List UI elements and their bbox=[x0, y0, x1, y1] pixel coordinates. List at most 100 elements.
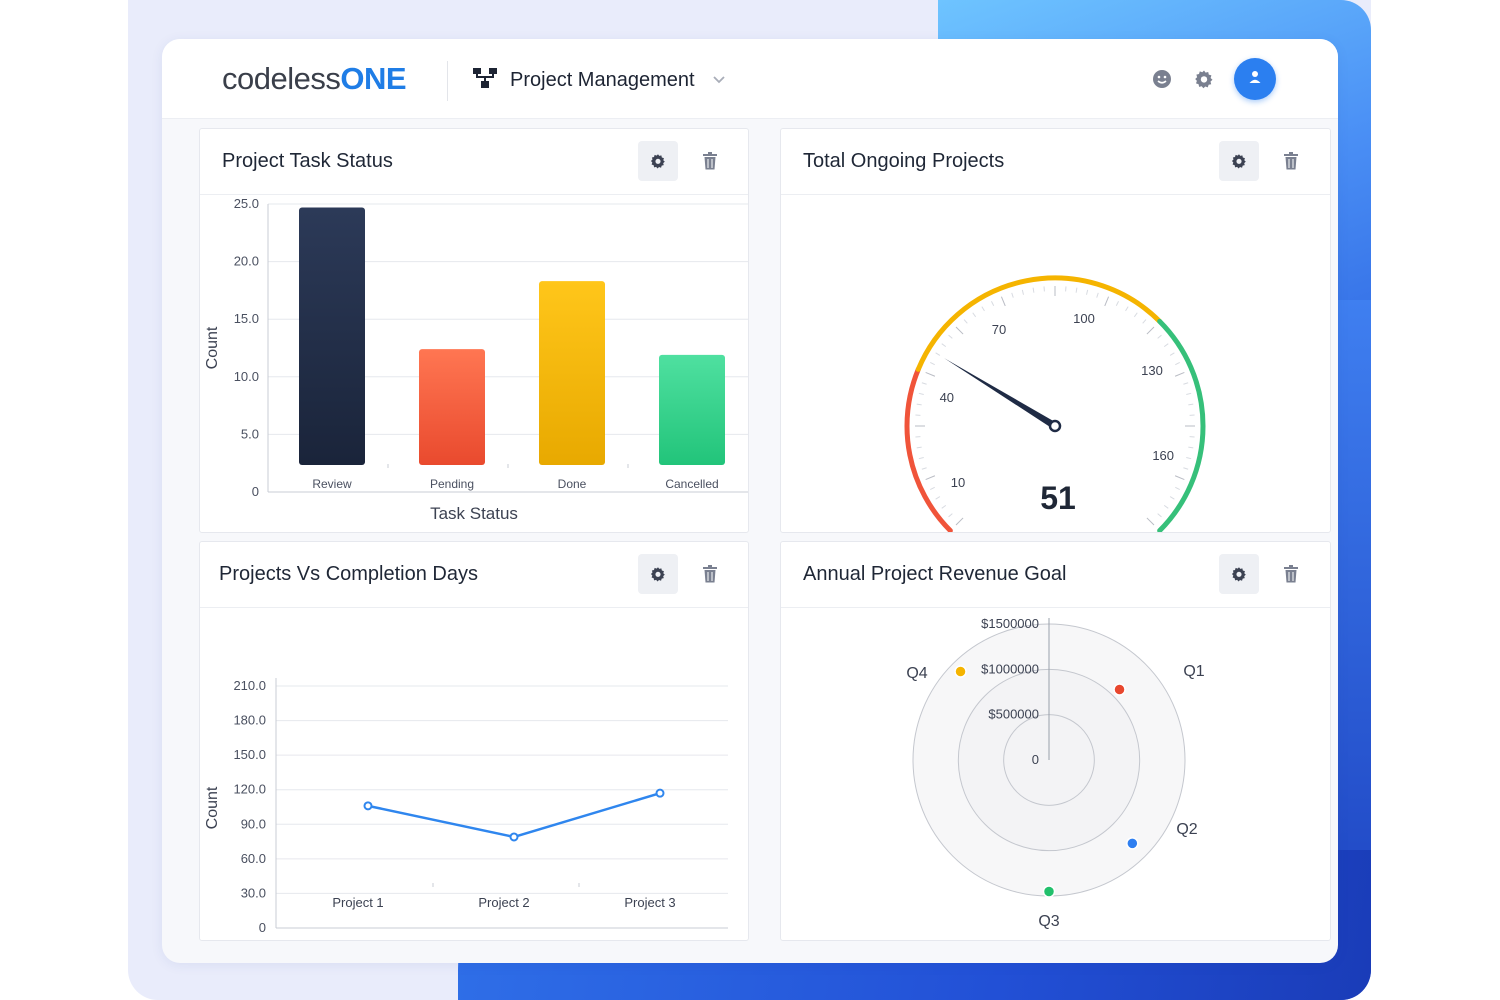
app-switcher[interactable]: Project Management bbox=[472, 65, 725, 95]
panel-delete-button[interactable] bbox=[1271, 554, 1311, 594]
x-tick-label: Review bbox=[312, 477, 352, 491]
gauge-tick bbox=[1174, 371, 1185, 377]
gauge-tick bbox=[1021, 289, 1024, 295]
trash-icon bbox=[703, 152, 717, 170]
panel-settings-button[interactable] bbox=[1219, 141, 1259, 181]
gauge-tick bbox=[1142, 319, 1147, 324]
logo[interactable]: codelessONE bbox=[222, 61, 407, 97]
angular-label: Q4 bbox=[906, 665, 927, 682]
top-bar: codelessONE Project Management bbox=[162, 39, 1338, 119]
gauge-band bbox=[915, 275, 1163, 372]
gear-icon bbox=[1231, 154, 1246, 169]
gauge-chart: 10 40 70 100 130 160 51 bbox=[904, 275, 1206, 532]
gauge-tick bbox=[1086, 289, 1089, 295]
gauge-tick-label: 40 bbox=[940, 390, 954, 405]
gauge-tick bbox=[1075, 287, 1078, 293]
panel-title: Project Task Status bbox=[222, 150, 393, 172]
trash-icon bbox=[703, 565, 717, 583]
gauge-tick bbox=[941, 343, 947, 348]
y-tick-label: 5.0 bbox=[241, 426, 259, 441]
gauge-tick bbox=[921, 382, 927, 385]
gauge-tick bbox=[972, 312, 977, 318]
gear-icon[interactable] bbox=[1192, 67, 1216, 91]
series-point bbox=[655, 788, 665, 798]
y-tick-label: 0 bbox=[252, 484, 259, 499]
bar bbox=[659, 354, 725, 465]
gauge-tick-label: 130 bbox=[1141, 363, 1163, 378]
logo-prefix: codeless bbox=[222, 61, 341, 96]
y-tick-label: 25.0 bbox=[234, 196, 259, 211]
series-point bbox=[363, 801, 373, 811]
gauge-tick bbox=[1115, 301, 1120, 306]
panel-delete-button[interactable] bbox=[690, 554, 730, 594]
panel-completion-days: Projects Vs Completion Days 0 30.0 60.0 90.… bbox=[199, 541, 749, 941]
x-axis-title: Task Status bbox=[430, 504, 518, 523]
panel-body: 0 5.0 10.0 15.0 20.0 25.0 Review Pending Done Can… bbox=[200, 195, 748, 532]
face-icon[interactable] bbox=[1150, 67, 1174, 91]
trash-icon bbox=[1284, 565, 1298, 583]
gauge-tick-label: 160 bbox=[1152, 448, 1174, 463]
panel-delete-button[interactable] bbox=[690, 141, 730, 181]
bar bbox=[419, 349, 485, 465]
trash-icon bbox=[1284, 152, 1298, 170]
gauge-tick bbox=[941, 504, 947, 509]
gauge-tick bbox=[916, 446, 922, 449]
gauge-tick bbox=[916, 403, 922, 406]
bar bbox=[299, 207, 365, 465]
gauge-tick bbox=[1169, 352, 1175, 356]
x-tick-label: Project 3 bbox=[624, 895, 675, 910]
avatar[interactable] bbox=[1234, 58, 1276, 100]
polar-point bbox=[1113, 683, 1126, 696]
gauge-tick-label: 70 bbox=[992, 322, 1006, 337]
angular-label: Q1 bbox=[1183, 663, 1204, 680]
gauge-tick bbox=[948, 513, 953, 518]
radial-tick-label: 0 bbox=[1032, 752, 1039, 767]
y-tick-label: 0 bbox=[259, 920, 266, 935]
gauge-tick bbox=[925, 371, 936, 377]
y-tick-label: 150.0 bbox=[233, 747, 266, 762]
panel-settings-button[interactable] bbox=[1219, 554, 1259, 594]
logo-divider bbox=[447, 61, 448, 101]
gauge-tick bbox=[1183, 467, 1189, 470]
gauge-tick bbox=[955, 326, 964, 335]
gauge-tick bbox=[1174, 475, 1185, 481]
gauge-tick bbox=[935, 352, 941, 356]
angular-label: Q2 bbox=[1176, 821, 1197, 838]
gauge-tick-label: 100 bbox=[1073, 311, 1095, 326]
panel-ongoing-projects: Total Ongoing Projects 10 40 70 100 130 160 51 bbox=[780, 128, 1331, 533]
panel-settings-button[interactable] bbox=[638, 554, 678, 594]
gauge-tick bbox=[1169, 496, 1175, 500]
panel-title: Annual Project Revenue Goal bbox=[803, 563, 1067, 585]
radial-tick-label: $500000 bbox=[988, 707, 1039, 722]
gear-icon bbox=[650, 154, 665, 169]
gauge-tick bbox=[1163, 504, 1169, 509]
y-tick-label: 15.0 bbox=[234, 311, 259, 326]
angular-label: Q3 bbox=[1038, 913, 1059, 930]
gauge-tick bbox=[948, 334, 953, 339]
y-tick-label: 120.0 bbox=[233, 782, 266, 797]
user-icon bbox=[1247, 69, 1263, 90]
gauge-tick bbox=[963, 319, 968, 324]
panel-body: 0 $500000 $1000000 $1500000 Q1 Q2 Q3 Q4 bbox=[781, 608, 1330, 940]
panel-title: Total Ongoing Projects bbox=[803, 150, 1005, 172]
polar-chart: 0 $500000 $1000000 $1500000 Q1 Q2 Q3 Q4 bbox=[906, 616, 1204, 930]
top-icons bbox=[1150, 58, 1276, 100]
panel-delete-button[interactable] bbox=[1271, 141, 1311, 181]
gauge-pivot bbox=[1048, 419, 1062, 433]
gear-icon bbox=[1231, 567, 1246, 582]
gauge-tick bbox=[955, 517, 964, 526]
gauge-needle bbox=[944, 358, 1057, 429]
panel-title: Projects Vs Completion Days bbox=[219, 563, 478, 585]
gauge-tick bbox=[1032, 287, 1035, 293]
gauge-tick bbox=[1146, 326, 1155, 335]
logo-suffix: ONE bbox=[340, 61, 407, 96]
panel-revenue-goal: Annual Project Revenue Goal 0 $500000 $100… bbox=[780, 541, 1331, 941]
gauge-tick bbox=[1157, 334, 1162, 339]
gauge-tick bbox=[1096, 292, 1099, 298]
bar bbox=[539, 281, 605, 465]
bar-chart: 0 5.0 10.0 15.0 20.0 25.0 Review Pending Done Can… bbox=[204, 196, 748, 523]
panel-settings-button[interactable] bbox=[638, 141, 678, 181]
panel-body: 10 40 70 100 130 160 51 bbox=[781, 195, 1330, 532]
gauge-tick bbox=[1186, 392, 1192, 395]
y-axis-title: Count bbox=[204, 326, 221, 369]
